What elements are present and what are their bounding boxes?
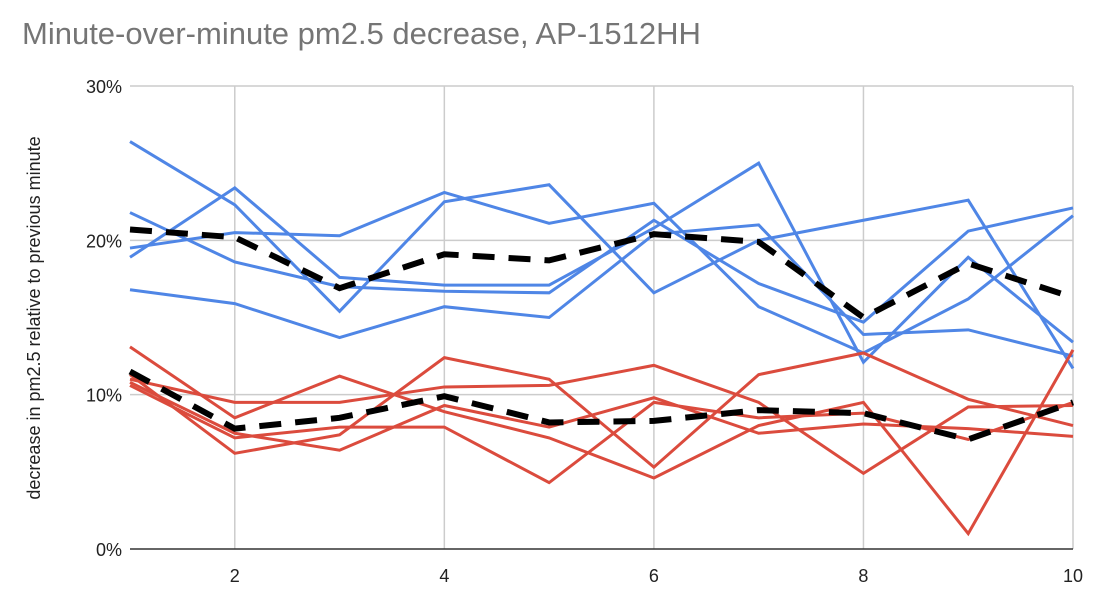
y-tick-label: 0% [96, 540, 122, 560]
y-tick-label: 20% [86, 231, 122, 251]
y-tick-label: 30% [86, 77, 122, 97]
x-tick-label: 4 [439, 566, 449, 586]
x-tick-label: 2 [230, 566, 240, 586]
red-series-line [129, 351, 1074, 470]
blue-series-line [129, 206, 1074, 324]
x-tick-label: 10 [1063, 566, 1083, 586]
red-series-line [129, 345, 1075, 537]
tick-labels: 2 4 6 8 10 0% 10% 20% 30% [86, 77, 1083, 586]
x-tick-label: 8 [858, 566, 868, 586]
y-axis-label: decrease in pm2.5 relative to previous m… [24, 136, 44, 499]
y-tick-label: 10% [86, 386, 122, 406]
x-tick-label: 6 [649, 566, 659, 586]
red-series-line [129, 380, 1074, 452]
chart-title: Minute-over-minute pm2.5 decrease, AP-15… [22, 16, 701, 51]
blue-series-line [129, 140, 1075, 370]
red-series-line [129, 384, 1074, 485]
gridlines [130, 85, 1074, 550]
blue-series-line [129, 223, 1074, 358]
average-series-line [128, 368, 1074, 443]
series-group [128, 140, 1075, 537]
average-series-line [129, 226, 1074, 322]
red-series-line [129, 363, 1074, 476]
blue-series-line [129, 190, 1074, 355]
